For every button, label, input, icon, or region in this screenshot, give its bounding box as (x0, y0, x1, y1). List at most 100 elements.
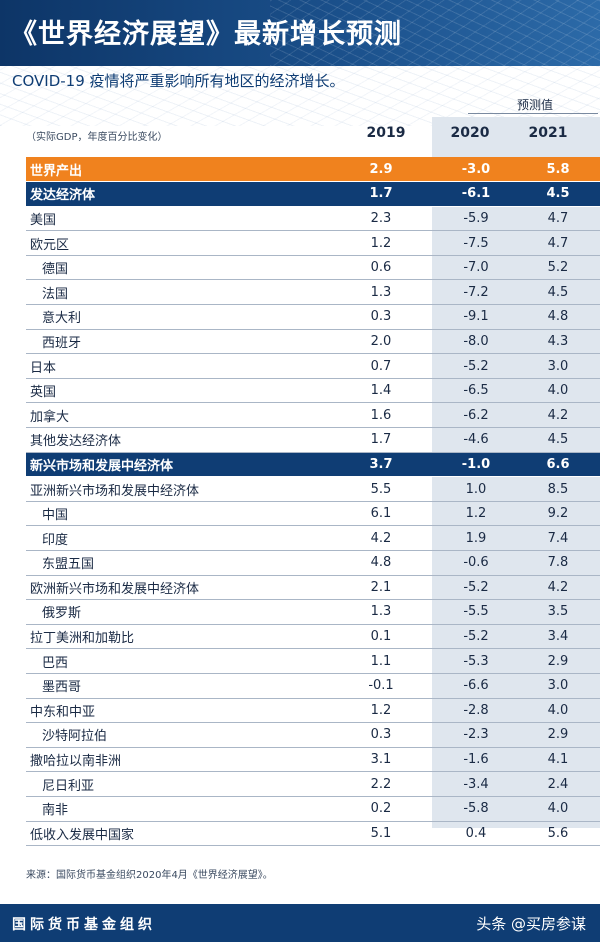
footer-bar: 国际货币基金组织 头条 @买房参谋 (0, 904, 600, 942)
table-row: 沙特阿拉伯 0.3 -2.3 2.9 (26, 722, 600, 748)
value-2020: -2.3 (436, 722, 516, 748)
table-row: 德国 0.6 -7.0 5.2 (26, 255, 600, 281)
value-2020: -3.0 (436, 157, 516, 183)
value-2019: 5.5 (326, 476, 436, 502)
value-2021: 4.5 (516, 181, 600, 207)
table-row: 英国 1.4 -6.5 4.0 (26, 378, 600, 404)
value-2019: 1.2 (326, 698, 436, 724)
value-2019: 2.3 (326, 206, 436, 232)
value-2019: 1.7 (326, 181, 436, 207)
value-2020: -7.5 (436, 230, 516, 256)
value-2020: -5.8 (436, 796, 516, 822)
table-row: 欧元区 1.2 -7.5 4.7 (26, 230, 600, 256)
region-name: 德国 (26, 255, 326, 281)
value-2020: -8.0 (436, 329, 516, 355)
value-2020: 1.0 (436, 476, 516, 502)
watermark: 头条 @买房参谋 (476, 915, 586, 933)
value-2021: 4.7 (516, 230, 600, 256)
table-row: 中东和中亚 1.2 -2.8 4.0 (26, 698, 600, 724)
region-name: 墨西哥 (26, 673, 326, 699)
value-2019: 4.2 (326, 525, 436, 551)
value-2020: -6.2 (436, 402, 516, 429)
table-row: 发达经济体 1.7 -6.1 4.5 (26, 181, 600, 207)
region-name: 法国 (26, 279, 326, 306)
region-name: 美国 (26, 206, 326, 232)
table-row: 欧洲新兴市场和发展中经济体 2.1 -5.2 4.2 (26, 575, 600, 601)
value-2019: 0.3 (326, 722, 436, 748)
region-name: 巴西 (26, 648, 326, 674)
table-row: 新兴市场和发展中经济体 3.7 -1.0 6.6 (26, 452, 600, 478)
table-row: 日本 0.7 -5.2 3.0 (26, 353, 600, 379)
value-2021: 4.0 (516, 698, 600, 724)
value-2019: 1.7 (326, 427, 436, 453)
value-2020: -5.3 (436, 648, 516, 674)
units-note: （实际GDP，年度百分比变化） (26, 132, 168, 143)
region-name: 撒哈拉以南非洲 (26, 747, 326, 773)
region-name: 中东和中亚 (26, 698, 326, 724)
value-2020: -5.2 (436, 624, 516, 650)
value-2020: -6.5 (436, 378, 516, 404)
value-2019: 2.1 (326, 575, 436, 601)
value-2021: 3.5 (516, 599, 600, 625)
value-2020: -5.2 (436, 575, 516, 601)
table-row: 尼日利亚 2.2 -3.4 2.4 (26, 771, 600, 797)
year-header-2020: 2020 (450, 125, 490, 141)
page-title: 《世界经济展望》最新增长预测 (10, 19, 402, 50)
value-2020: -5.5 (436, 599, 516, 625)
mesh-decoration (270, 0, 600, 66)
value-2021: 8.5 (516, 476, 600, 502)
value-2019: -0.1 (326, 673, 436, 699)
value-2019: 2.2 (326, 771, 436, 797)
value-2021: 3.0 (516, 353, 600, 379)
region-name: 加拿大 (26, 402, 326, 429)
region-name: 欧元区 (26, 230, 326, 256)
value-2020: -9.1 (436, 304, 516, 330)
table-row: 西班牙 2.0 -8.0 4.3 (26, 329, 600, 355)
value-2019: 1.6 (326, 402, 436, 429)
value-2021: 4.2 (516, 402, 600, 429)
value-2019: 1.4 (326, 378, 436, 404)
value-2021: 9.2 (516, 501, 600, 527)
region-name: 印度 (26, 525, 326, 551)
region-name: 世界产出 (26, 157, 326, 183)
table-row: 意大利 0.3 -9.1 4.8 (26, 304, 600, 330)
table-row: 印度 4.2 1.9 7.4 (26, 525, 600, 551)
year-header-2021: 2021 (528, 125, 568, 141)
table-row: 撒哈拉以南非洲 3.1 -1.6 4.1 (26, 747, 600, 773)
value-2019: 0.1 (326, 624, 436, 650)
value-2019: 1.1 (326, 648, 436, 674)
growth-table: 世界产出 2.9 -3.0 5.8 发达经济体 1.7 -6.1 4.5 美国 2.3 -5.9 4.… (26, 157, 600, 847)
value-2021: 4.0 (516, 378, 600, 404)
value-2020: -3.4 (436, 771, 516, 797)
region-name: 英国 (26, 378, 326, 404)
value-2020: 1.9 (436, 525, 516, 551)
value-2019: 0.3 (326, 304, 436, 330)
value-2021: 2.9 (516, 648, 600, 674)
table-row: 法国 1.3 -7.2 4.5 (26, 279, 600, 306)
region-name: 南非 (26, 796, 326, 822)
table-row: 南非 0.2 -5.8 4.0 (26, 796, 600, 822)
region-name: 中国 (26, 501, 326, 527)
value-2021: 4.2 (516, 575, 600, 601)
value-2020: -5.2 (436, 353, 516, 379)
value-2021: 4.0 (516, 796, 600, 822)
organization-name: 国际货币基金组织 (12, 917, 156, 933)
value-2021: 4.5 (516, 427, 600, 453)
value-2019: 0.2 (326, 796, 436, 822)
table-row: 低收入发展中国家 5.1 0.4 5.6 (26, 821, 600, 847)
table-row: 俄罗斯 1.3 -5.5 3.5 (26, 599, 600, 625)
value-2019: 1.3 (326, 599, 436, 625)
value-2020: -7.2 (436, 279, 516, 306)
region-name: 西班牙 (26, 329, 326, 355)
value-2019: 6.1 (326, 501, 436, 527)
value-2021: 2.9 (516, 722, 600, 748)
projections-label: 预测值 (516, 98, 553, 112)
page-subtitle: COVID-19 疫情将严重影响所有地区的经济增长。 (12, 72, 345, 90)
value-2019: 2.0 (326, 329, 436, 355)
value-2021: 4.1 (516, 747, 600, 773)
value-2020: -2.8 (436, 698, 516, 724)
value-2019: 3.7 (326, 452, 436, 478)
value-2019: 5.1 (326, 821, 436, 847)
value-2019: 0.6 (326, 255, 436, 281)
value-2021: 3.4 (516, 624, 600, 650)
